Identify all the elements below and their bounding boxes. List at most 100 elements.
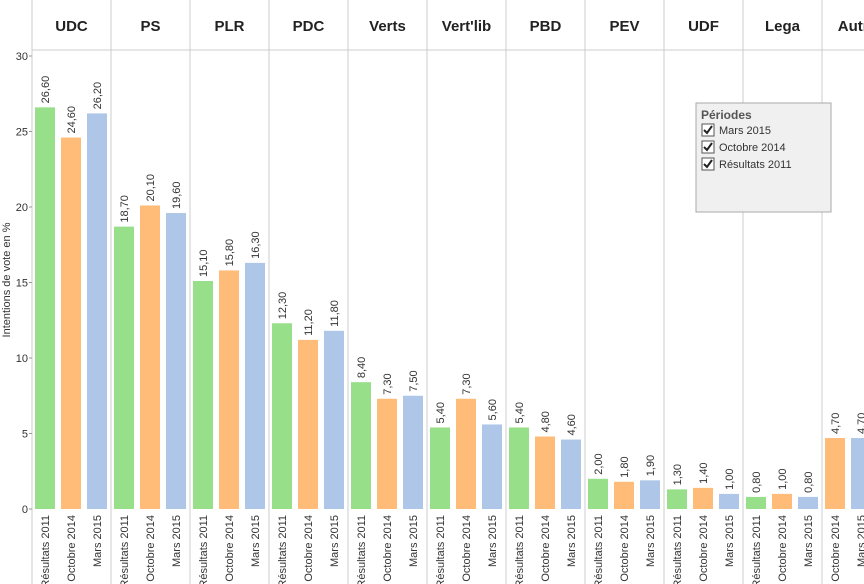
value-label: 7,30 — [382, 373, 394, 394]
legend-entry[interactable]: Octobre 2014 — [701, 140, 786, 154]
value-label: 1,80 — [619, 456, 631, 477]
value-label: 7,30 — [461, 373, 473, 394]
bar — [614, 481, 634, 509]
bar — [403, 395, 423, 509]
x-tick-label: Mars 2015 — [487, 515, 499, 567]
x-tick-label: Octobre 2014 — [66, 515, 78, 582]
y-axis-label: Intentions de vote en % — [1, 222, 13, 337]
legend-label: Octobre 2014 — [719, 142, 786, 154]
y-tick-label: 30 — [16, 51, 28, 63]
x-tick-label: Octobre 2014 — [382, 515, 394, 582]
value-label: 4,60 — [566, 414, 578, 435]
x-tick-label: Résultats 2011 — [198, 515, 210, 584]
x-tick-label: Octobre 2014 — [145, 515, 157, 582]
panel-header: UDF — [688, 18, 719, 35]
bar — [272, 323, 292, 509]
value-label: 1,30 — [672, 464, 684, 485]
x-tick-label: Octobre 2014 — [461, 515, 473, 582]
value-label: 12,30 — [277, 292, 289, 320]
value-label: 15,10 — [198, 249, 210, 277]
value-label: 4,70 — [856, 413, 864, 434]
value-label: 24,60 — [66, 106, 78, 134]
bar — [746, 496, 766, 509]
x-tick-label: Résultats 2011 — [672, 515, 684, 584]
value-label: 5,60 — [487, 399, 499, 420]
x-tick-label: Octobre 2014 — [698, 515, 710, 582]
panel-header: PDC — [293, 18, 325, 35]
bar — [798, 496, 818, 509]
bar — [61, 137, 81, 510]
bar — [298, 339, 318, 509]
bar — [719, 493, 739, 509]
y-tick-label: 10 — [16, 353, 28, 365]
value-label: 18,70 — [119, 195, 131, 223]
bar — [509, 427, 529, 509]
panel-header: Lega — [765, 18, 801, 35]
y-tick-label: 20 — [16, 202, 28, 214]
x-tick-label: Octobre 2014 — [830, 515, 842, 582]
bar — [193, 280, 213, 509]
panel-header: PLR — [215, 18, 245, 35]
value-label: 1,40 — [698, 462, 710, 483]
x-tick-label: Résultats 2011 — [356, 515, 368, 584]
bar — [245, 262, 265, 509]
bar — [456, 398, 476, 509]
bar — [667, 489, 687, 509]
value-label: 4,80 — [540, 411, 552, 432]
legend-box — [695, 102, 832, 213]
legend-check — [703, 142, 713, 152]
bar — [825, 438, 845, 509]
value-label: 4,70 — [830, 413, 842, 434]
bar — [140, 205, 160, 510]
bar — [114, 226, 134, 509]
legend: Périodes Mars 2015 Octobre 2014 Résultats 2… — [695, 102, 832, 213]
value-label: 1,90 — [645, 455, 657, 476]
bar — [87, 113, 107, 509]
value-label: 7,50 — [408, 370, 420, 391]
y-tick-label: 15 — [16, 278, 28, 290]
y-tick-label: 0 — [22, 504, 28, 516]
x-tick-label: Mars 2015 — [92, 515, 104, 567]
x-tick-label: Résultats 2011 — [277, 515, 289, 584]
panel-header: PS — [140, 18, 160, 35]
value-label: 8,40 — [356, 357, 368, 378]
legend-label: Résultats 2011 — [719, 159, 792, 171]
value-label: 5,40 — [514, 402, 526, 423]
x-tick-label: Octobre 2014 — [224, 515, 236, 582]
x-tick-label: Mars 2015 — [566, 515, 578, 567]
bar — [219, 270, 239, 509]
bar — [324, 330, 344, 509]
x-tick-label: Résultats 2011 — [514, 515, 526, 584]
legend-check — [703, 159, 713, 169]
legend-title: Périodes — [701, 108, 752, 122]
x-tick-label: Résultats 2011 — [119, 515, 131, 584]
x-tick-label: Mars 2015 — [171, 515, 183, 567]
value-label: 11,20 — [303, 309, 315, 336]
bar — [851, 438, 864, 509]
bar — [561, 439, 581, 509]
bar — [772, 493, 792, 509]
value-label: 11,80 — [329, 300, 341, 327]
value-label: 26,60 — [40, 76, 52, 104]
value-label: 0,80 — [751, 471, 763, 492]
x-tick-label: Résultats 2011 — [751, 515, 763, 584]
y-tick-label: 25 — [16, 127, 28, 139]
bar — [166, 213, 186, 510]
legend-entry[interactable]: Résultats 2011 — [701, 157, 792, 171]
bar — [482, 424, 502, 509]
x-tick-label: Mars 2015 — [803, 515, 815, 567]
value-label: 0,80 — [803, 471, 815, 492]
legend-entry[interactable]: Mars 2015 — [701, 123, 771, 137]
value-label: 15,80 — [224, 239, 236, 267]
value-label: 5,40 — [435, 402, 447, 423]
legend-label: Mars 2015 — [719, 125, 771, 137]
value-label: 20,10 — [145, 174, 157, 202]
y-tick-label: 5 — [22, 429, 28, 441]
value-label: 26,20 — [92, 82, 104, 110]
bar — [640, 480, 660, 509]
bar — [693, 487, 713, 509]
value-label: 2,00 — [593, 453, 605, 474]
bar — [430, 427, 450, 509]
x-tick-label: Mars 2015 — [856, 515, 864, 567]
